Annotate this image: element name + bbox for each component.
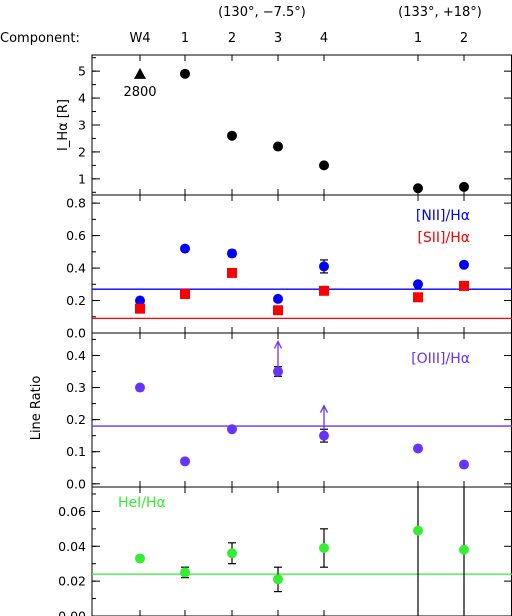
y-axis-label: I_Hα [R]	[56, 99, 71, 151]
component-label-5: 1	[414, 31, 422, 46]
series-HeI/Hα	[135, 487, 469, 616]
figure-header: Component: (130°, −7.5°) (133°, +18°) W4…	[0, 5, 482, 46]
panels: 1 2 3 4 5 2800 I_Hα [R] 0.0 0.2 0.4 0.6 0.8 [NII]/Hα…	[56, 54, 512, 616]
data-point	[135, 303, 145, 314]
limit-arrow-head	[319, 404, 329, 413]
data-point	[273, 293, 283, 304]
series-circle-0	[180, 68, 329, 171]
group-label-1: (130°, −7.5°)	[218, 5, 306, 20]
data-point	[413, 292, 423, 303]
panel-hei: 0.00 0.02 0.04 0.06 HeI/Hα	[58, 486, 512, 616]
data-point	[135, 382, 145, 393]
y-tick-label: 0.0	[66, 326, 86, 341]
data-point	[459, 181, 469, 192]
data-point	[134, 67, 146, 79]
point-label: 2800	[123, 85, 156, 100]
data-point	[413, 279, 423, 290]
series-circle-1	[413, 181, 469, 194]
data-point	[227, 548, 237, 559]
data-point	[273, 305, 283, 316]
y-tick-label: 0.2	[66, 412, 86, 427]
y-tick-label: 0.8	[66, 196, 86, 211]
legend-label: HeI/Hα	[118, 495, 166, 511]
data-point	[319, 543, 329, 554]
data-point	[319, 430, 329, 441]
data-point	[227, 248, 237, 259]
y-tick-label: 0.3	[66, 380, 86, 395]
y-tick-label: 0.4	[66, 261, 86, 276]
y-tick-label: 0.0	[66, 476, 86, 491]
y-tick-label: 0.1	[66, 444, 86, 459]
series-[SII]/Hα	[135, 267, 469, 316]
data-point	[180, 289, 190, 300]
y-tick-label: 0.6	[66, 228, 86, 243]
series-[OIII]/Hα	[135, 340, 469, 470]
limit-arrow-head	[273, 340, 283, 349]
data-point	[180, 567, 190, 578]
legend-label: [SII]/Hα	[417, 230, 470, 246]
line-ratio-label: Line Ratio	[29, 376, 44, 441]
data-point	[273, 141, 283, 152]
data-point	[227, 424, 237, 435]
y-tick-label: 0.00	[58, 609, 86, 616]
y-tick-label: 3	[78, 118, 86, 133]
data-point	[459, 259, 469, 270]
component-label-6: 2	[460, 31, 468, 46]
data-point	[319, 160, 329, 171]
component-label-2: 2	[228, 31, 236, 46]
y-tick-label: 0.2	[66, 293, 86, 308]
data-point	[227, 130, 237, 141]
panel-oiii: 0.0 0.1 0.2 0.3 0.4 [OIII]/Hα	[66, 332, 512, 491]
data-point	[413, 525, 423, 536]
y-tick-label: 0.06	[58, 504, 86, 519]
data-point	[319, 285, 329, 296]
group-label-2: (133°, +18°)	[398, 5, 482, 20]
component-label-0: W4	[129, 31, 150, 46]
data-point	[459, 280, 469, 291]
panel-frame	[91, 54, 512, 196]
data-point	[180, 68, 190, 79]
y-tick-label: 0.4	[66, 348, 86, 363]
y-tick-label: 2	[78, 144, 86, 159]
data-point	[180, 456, 190, 467]
component-label-4: 4	[320, 31, 328, 46]
data-point	[227, 267, 237, 278]
y-tick-label: 0.02	[58, 574, 86, 589]
data-point	[459, 459, 469, 470]
component-labels: W4 1 2 3 4 1 2	[129, 31, 468, 46]
series-[NII]/Hα	[135, 243, 469, 306]
y-tick-label: 4	[78, 91, 86, 106]
data-point	[273, 574, 283, 585]
component-label-1: 1	[181, 31, 189, 46]
y-tick-label: 1	[78, 171, 86, 186]
data-point	[459, 544, 469, 555]
data-point	[135, 553, 145, 564]
data-point	[135, 295, 145, 306]
data-point	[180, 243, 190, 254]
component-label: Component:	[0, 31, 80, 46]
data-point	[413, 443, 423, 454]
data-point	[273, 366, 283, 377]
series-triangle-2: 2800	[123, 67, 157, 100]
legend-label: [OIII]/Hα	[411, 351, 470, 367]
panel-nii_sii: 0.0 0.2 0.4 0.6 0.8 [NII]/Hα [SII]/Hα	[66, 194, 512, 341]
y-tick-label: 5	[78, 64, 86, 79]
panel-halpha: 1 2 3 4 5 2800 I_Hα [R]	[56, 54, 512, 196]
y-tick-label: 0.04	[58, 539, 86, 554]
data-point	[319, 261, 329, 272]
data-point	[413, 183, 423, 194]
component-label-3: 3	[274, 31, 282, 46]
legend-label: [NII]/Hα	[416, 208, 470, 224]
